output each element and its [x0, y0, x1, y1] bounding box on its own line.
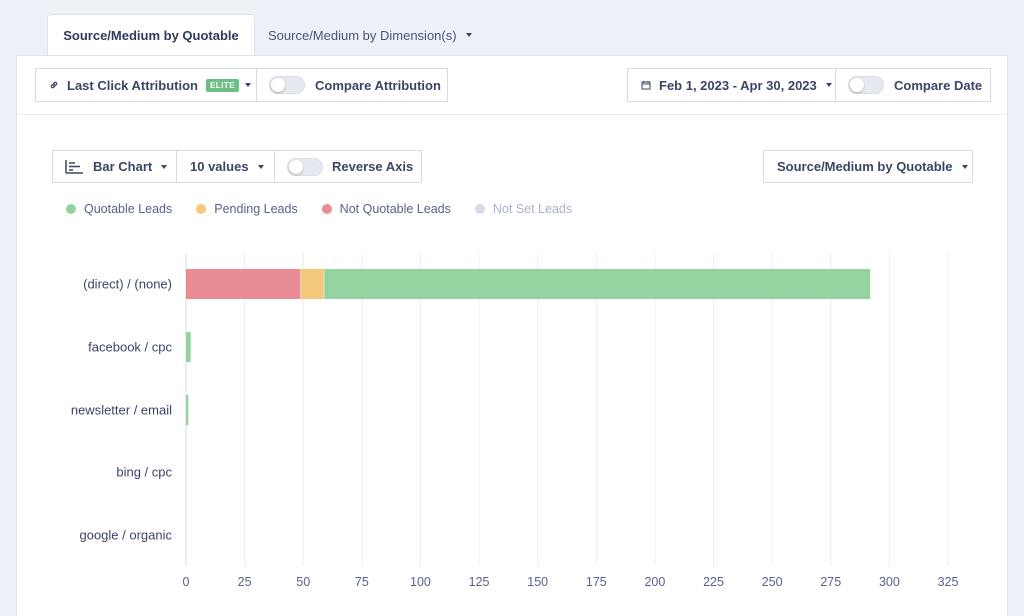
x-tick-label: 200 [644, 575, 665, 589]
legend-item-not-set[interactable]: Not Set Leads [474, 202, 573, 216]
tab-source-medium-by-dimensions[interactable]: Source/Medium by Dimension(s) [268, 14, 498, 56]
x-tick-label: 50 [296, 575, 310, 589]
chevron-down-icon [961, 164, 968, 169]
legend-swatch [196, 204, 207, 214]
chevron-down-icon [245, 83, 252, 87]
legend-item-quotable[interactable]: Quotable Leads [66, 202, 172, 216]
x-tick-label: 150 [527, 575, 548, 589]
x-tick-label: 175 [586, 575, 607, 589]
values-count-label: 10 values [190, 159, 249, 174]
attribution-label: Last Click Attribution [67, 77, 198, 93]
x-tick-label: 250 [762, 575, 783, 589]
report-select-label: Source/Medium by Quotable [777, 159, 953, 174]
x-tick-label: 225 [703, 575, 724, 589]
link-icon [50, 81, 58, 89]
legend-swatch [474, 204, 485, 214]
legend-label: Pending Leads [214, 202, 298, 216]
y-category-label: facebook / cpc [88, 340, 172, 355]
legend-label: Quotable Leads [84, 202, 173, 216]
x-tick-label: 75 [355, 575, 369, 589]
chevron-down-icon [825, 83, 832, 87]
y-category-label: (direct) / (none) [83, 277, 172, 292]
chart-type-dropdown[interactable]: Bar Chart [52, 150, 177, 183]
reverse-axis-toggle[interactable]: Reverse Axis [274, 150, 422, 183]
report-select-dropdown[interactable]: Source/Medium by Quotable [763, 150, 973, 183]
legend-label: Not Set Leads [492, 202, 573, 216]
legend-swatch [66, 204, 76, 214]
tab-source-medium-by-quotable[interactable]: Source/Medium by Quotable [47, 14, 255, 56]
legend-swatch [321, 204, 332, 214]
legend-item-pending[interactable]: Pending Leads [196, 202, 298, 216]
legend-label: Not Quotable Leads [339, 202, 451, 216]
toggle-switch[interactable] [287, 157, 323, 176]
bar-segment [186, 395, 189, 425]
x-tick-label: 300 [879, 575, 900, 589]
reverse-axis-label: Reverse Axis [332, 159, 414, 174]
bar-segment [324, 269, 871, 299]
legend-item-not-quotable[interactable]: Not Quotable Leads [321, 202, 451, 216]
bar-segment [186, 269, 301, 299]
date-range-label: Feb 1, 2023 - Apr 30, 2023 [659, 77, 817, 93]
compare-attribution-toggle[interactable]: Compare Attribution [256, 68, 448, 102]
y-category-label: newsletter / email [71, 403, 172, 418]
bar-segment [300, 269, 325, 299]
calendar-icon [641, 81, 651, 90]
x-tick-label: 25 [238, 575, 252, 589]
x-tick-label: 100 [410, 575, 431, 589]
bar-chart-icon [65, 159, 83, 174]
toolbar-divider [18, 114, 1006, 115]
attribution-dropdown[interactable]: Last Click Attribution ELITE [35, 68, 257, 102]
chart-legend: Quotable Leads Pending Leads Not Quotabl… [66, 202, 596, 216]
x-tick-label: 275 [820, 575, 841, 589]
elite-badge: ELITE [205, 78, 240, 92]
date-range-picker[interactable]: Feb 1, 2023 - Apr 30, 2023 [627, 68, 836, 102]
chevron-down-icon [161, 164, 168, 169]
tab-bar: Source/Medium by Quotable Source/Medium … [0, 14, 1024, 56]
compare-date-toggle[interactable]: Compare Date [835, 68, 991, 102]
report-panel [16, 55, 1008, 616]
x-tick-label: 325 [938, 575, 959, 589]
tab-label: Source/Medium by Dimension(s) [268, 27, 457, 43]
x-tick-label: 0 [183, 575, 190, 589]
compare-attribution-label: Compare Attribution [315, 77, 441, 93]
chart-type-label: Bar Chart [93, 159, 153, 174]
x-tick-label: 125 [469, 575, 490, 589]
y-category-label: bing / cpc [116, 465, 172, 480]
chevron-down-icon [257, 164, 264, 169]
y-category-label: google / organic [79, 528, 172, 543]
compare-date-label: Compare Date [894, 77, 983, 93]
chevron-down-icon [465, 33, 472, 37]
bar-segment [186, 332, 191, 362]
tab-label: Source/Medium by Quotable [63, 28, 239, 43]
toggle-switch[interactable] [269, 76, 305, 94]
toggle-switch[interactable] [848, 76, 884, 94]
